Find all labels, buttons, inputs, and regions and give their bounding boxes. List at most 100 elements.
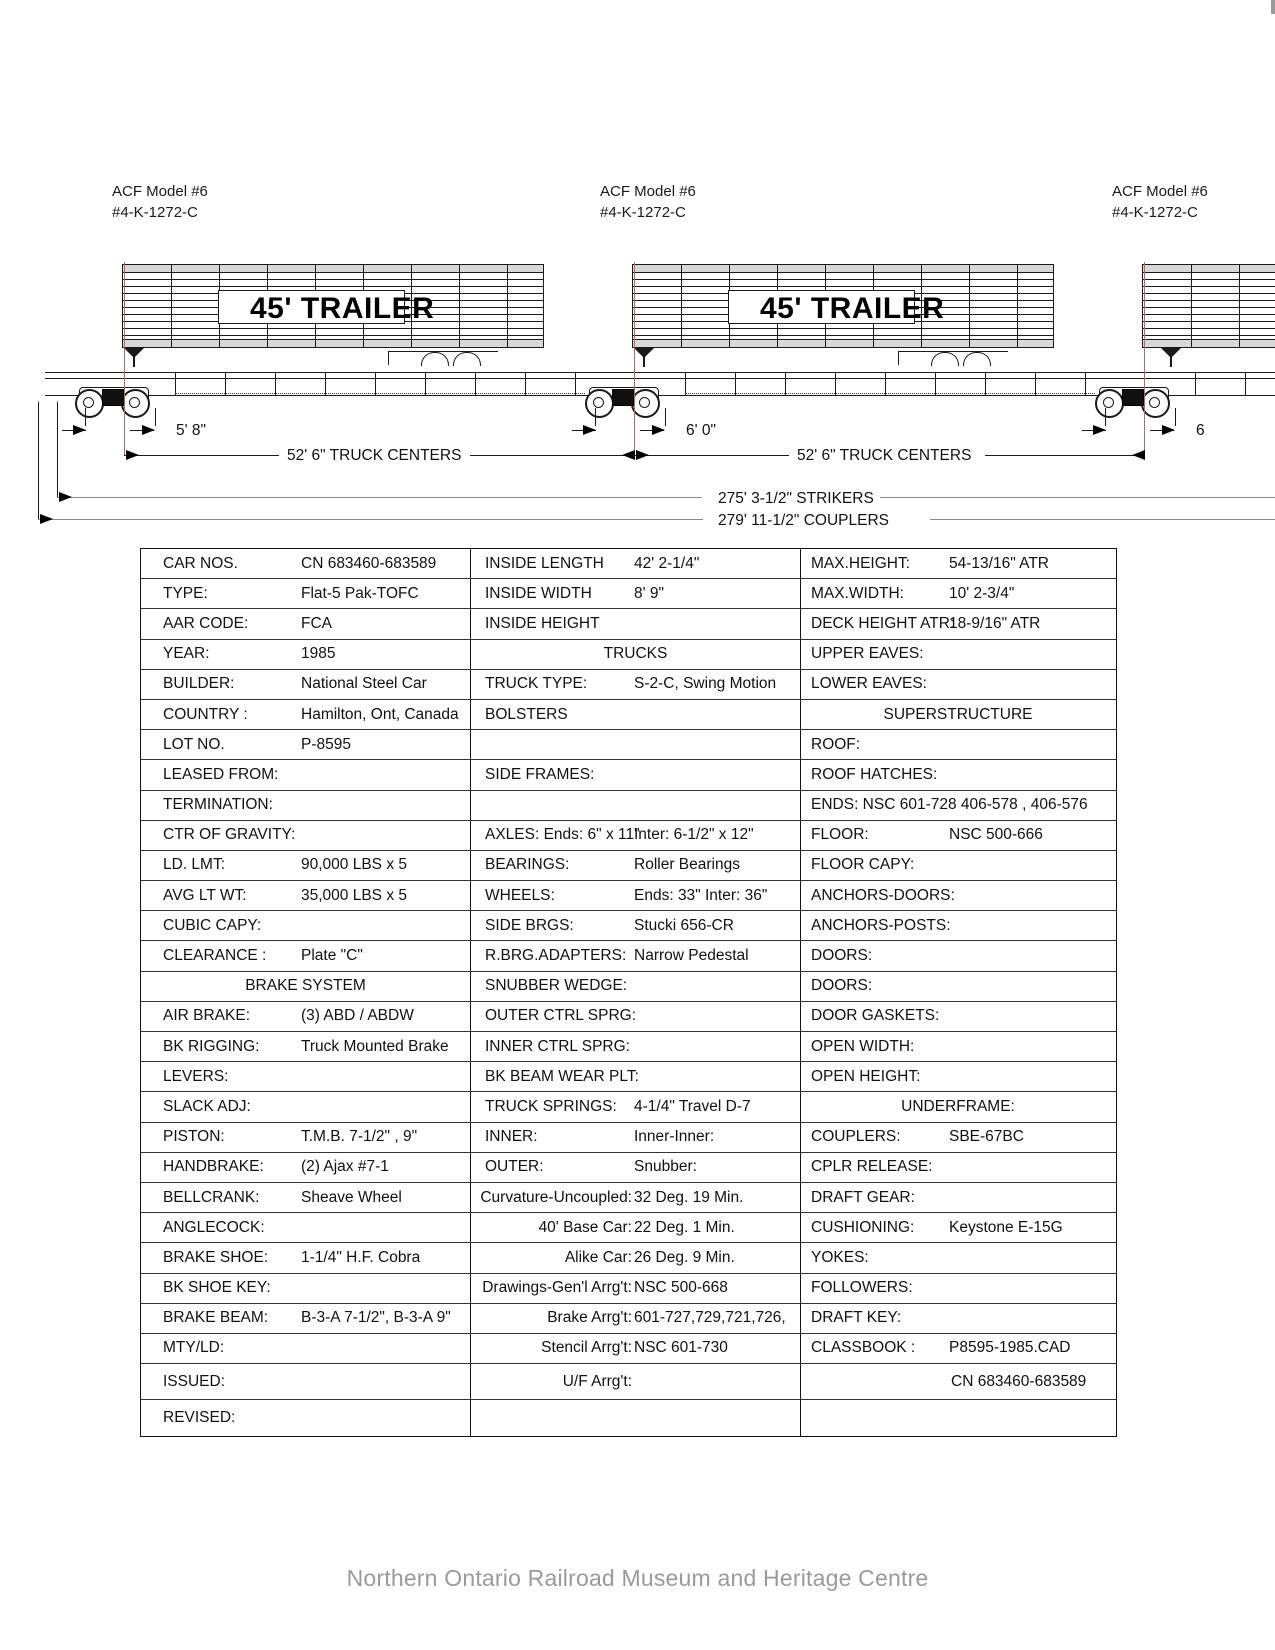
spec-value: Snubber:	[634, 1158, 697, 1176]
spec-label: DOOR GASKETS:	[811, 1007, 940, 1025]
spec-value: (3) ABD / ABDW	[301, 1007, 414, 1025]
spec-value: Narrow Pedestal	[634, 947, 749, 965]
spec-cell-right: COUPLERS: SBE-67BC	[801, 1123, 1115, 1152]
spec-value: Stucki 656-CR	[634, 916, 734, 934]
spec-value: 4-1/4" Travel D-7	[634, 1097, 751, 1115]
truck-wheel	[1141, 389, 1170, 418]
spec-label: YEAR:	[163, 645, 210, 663]
spec-label: DRAFT GEAR:	[811, 1188, 915, 1206]
spec-label: LD. LMT:	[163, 856, 226, 874]
deck-divider	[375, 373, 376, 395]
spec-cell-middle: BOLSTERS	[471, 699, 801, 730]
spec-cell-left: YEAR: 1985	[141, 639, 471, 669]
truck-bolster	[612, 389, 634, 406]
table-row: BELLCRANK: Sheave Wheel Curvature-Uncouple…	[141, 1182, 1116, 1214]
spec-label: INSIDE LENGTH	[485, 554, 604, 572]
dim-text-truck-centers: 52' 6" TRUCK CENTERS	[797, 447, 972, 464]
section-heading: UNDERFRAME:	[901, 1097, 1015, 1115]
spec-cell-middle	[471, 1400, 801, 1437]
credit-text: Northern Ontario Railroad Museum and Her…	[346, 1565, 929, 1591]
spec-value: National Steel Car	[301, 675, 427, 693]
spec-cell-left: SLACK ADJ:	[141, 1092, 471, 1122]
spec-label: CAR NOS.	[163, 554, 238, 572]
deck-divider	[275, 373, 276, 395]
spec-label: BELLCRANK:	[163, 1188, 260, 1206]
spec-label: BRAKE SHOE:	[163, 1248, 269, 1266]
acf-model-line1: ACF Model #6	[600, 183, 696, 200]
spec-label: BK BEAM WEAR PLT:	[485, 1067, 639, 1085]
dim-line-truck-centers	[985, 455, 1145, 456]
spec-value: P-8595	[301, 735, 351, 753]
spec-label: TYPE:	[163, 584, 208, 602]
trailer-post	[507, 265, 508, 347]
spec-cell-middle: Curvature-Uncoupled: 32 Deg. 19 Min.	[471, 1182, 801, 1213]
spec-value: 8' 9"	[634, 584, 665, 602]
table-row: LEASED FROM: SIDE FRAMES: ROOF HATCHES:	[141, 760, 1116, 791]
spec-cell-right: FLOOR CAPY:	[801, 851, 1115, 880]
dim-extension	[85, 408, 86, 426]
trailer-post	[1191, 265, 1192, 347]
spec-cell-right: CLASSBOOK : P8595-1985.CAD	[801, 1334, 1115, 1363]
trailer-wheel-arc	[453, 352, 481, 366]
deck-divider	[785, 373, 786, 395]
acf-model-line2: #4-K-1272-C	[1112, 204, 1198, 221]
spec-label: MAX.HEIGHT:	[811, 554, 911, 572]
spec-value: Inter: 6-1/2" x 12"	[634, 826, 754, 844]
trailer-wheel-arc	[931, 352, 959, 366]
spec-value: NSC 500-668	[634, 1279, 728, 1297]
spec-cell-left: LEASED FROM:	[141, 760, 471, 790]
spec-cell-right: SUPERSTRUCTURE	[801, 700, 1115, 729]
spec-value: Sheave Wheel	[301, 1188, 402, 1206]
truck-wheel	[75, 389, 104, 418]
spec-cell-middle: Drawings-Gen'l Arrg't: NSC 500-668	[471, 1273, 801, 1303]
spec-cell-left: COUNTRY : Hamilton, Ont, Canada	[141, 699, 471, 730]
spec-label: OPEN HEIGHT:	[811, 1067, 921, 1085]
trailer-bogie-drop	[388, 351, 389, 365]
truck-centerline	[124, 262, 125, 456]
section-heading: TRUCKS	[603, 645, 668, 663]
table-row: BRAKE BEAM: B-3-A 7-1/2", B-3-A 9" Brake A…	[141, 1303, 1116, 1334]
spec-cell-middle: R.BRG.ADAPTERS: Narrow Pedestal	[471, 941, 801, 971]
spec-label: AAR CODE:	[163, 614, 249, 632]
spec-label: BK RIGGING:	[163, 1037, 260, 1055]
spec-label: TRUCK TYPE:	[485, 675, 588, 693]
spec-value: T.M.B. 7-1/2" , 9"	[301, 1128, 418, 1146]
acf-model-line2: #4-K-1272-C	[600, 204, 686, 221]
trailer-placard	[218, 290, 405, 324]
spec-label: BRAKE BEAM:	[163, 1309, 269, 1327]
trailer-rib	[123, 286, 543, 287]
trailer-wheel-arc	[421, 352, 449, 366]
spec-label: ROOF:	[811, 735, 861, 753]
trailer-post	[411, 265, 412, 347]
deck-divider	[225, 373, 226, 395]
spec-label: Drawings-Gen'l Arrg't:	[482, 1279, 632, 1297]
spec-cell-middle: SIDE BRGS: Stucki 656-CR	[471, 911, 801, 941]
spec-cell-left: BRAKE SHOE: 1-1/4" H.F. Cobra	[141, 1243, 471, 1273]
spec-cell-middle: INNER: Inner-Inner:	[471, 1122, 801, 1152]
trailer-sill-band	[633, 339, 1053, 347]
table-row: AIR BRAKE: (3) ABD / ABDW OUTER CTRL SPRG:…	[141, 1001, 1116, 1032]
spec-cell-left: BUILDER: National Steel Car	[141, 669, 471, 699]
trailer-roof-band	[633, 265, 1053, 273]
spec-cell-left: AAR CODE: FCA	[141, 609, 471, 639]
table-row: AVG LT WT: 35,000 LBS x 5 WHEELS: Ends: 33"…	[141, 881, 1116, 912]
trailer-wheel-arc	[963, 352, 991, 366]
table-row: CTR OF GRAVITY: AXLES: Ends: 6" x 11" Inte…	[141, 820, 1116, 851]
spec-cell-left: AVG LT WT: 35,000 LBS x 5	[141, 881, 471, 911]
spec-value: 10' 2-3/4"	[949, 584, 1015, 602]
acf-model-label-3: ACF Model #6 #4-K-1272-C	[1112, 181, 1208, 223]
trailer-rib	[1143, 335, 1275, 336]
dim-text-overhang: 5' 8"	[176, 422, 207, 439]
table-row: COUNTRY : Hamilton, Ont, Canada BOLSTERS SU…	[141, 699, 1116, 731]
table-row: BK RIGGING: Truck Mounted Brake INNER CTR…	[141, 1032, 1116, 1063]
spec-value: 22 Deg. 1 Min.	[634, 1218, 735, 1236]
deck-divider	[685, 373, 686, 395]
trailer-rib	[1143, 279, 1275, 280]
spec-label: ANGLECOCK:	[163, 1218, 265, 1236]
deck-divider	[1085, 373, 1086, 395]
railcar-elevation-drawing: ACF Model #6 #4-K-1272-C ACF Model #6 #4…	[0, 0, 1275, 540]
table-row: MTY/LD: Stencil Arrg't: NSC 601-730 CLASSBO…	[141, 1333, 1116, 1365]
acf-model-line1: ACF Model #6	[1112, 183, 1208, 200]
truck-bolster	[1122, 389, 1144, 406]
dim-extension	[1175, 408, 1176, 426]
